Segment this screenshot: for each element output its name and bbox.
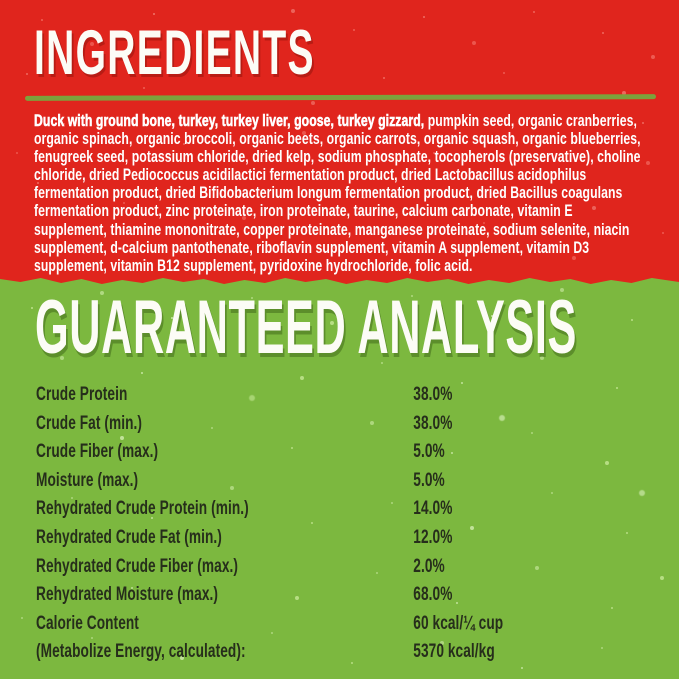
analysis-row: Rehydrated Crude Fiber (max.) 2.0% (36, 553, 670, 582)
analysis-row-value: 38.0% (413, 412, 453, 434)
analysis-row: Rehydrated Crude Protein (min.) 14.0% (36, 495, 670, 524)
analysis-title: GUARANTEED ANALYSIS (35, 285, 577, 370)
analysis-row: (Metabolize Energy, calculated): 5370 kca… (36, 638, 670, 667)
ingredients-body: pumpkin seed, organic cranberries, organ… (34, 111, 641, 275)
analysis-row-value: 5.0% (413, 469, 445, 491)
analysis-row-value: 12.0% (413, 526, 453, 548)
analysis-row-value: 5370 kcal/kg (413, 641, 495, 663)
analysis-row: Crude Protein 38.0% (36, 381, 670, 410)
analysis-row: Rehydrated Crude Fat (min.) 12.0% (36, 524, 670, 553)
analysis-row-label: (Metabolize Energy, calculated): (36, 641, 246, 663)
analysis-row-label: Calorie Content (36, 612, 139, 634)
analysis-row-value: 38.0% (413, 384, 453, 405)
divider-line (24, 94, 657, 101)
analysis-row: Rehydrated Moisture (max.) 68.0% (36, 581, 670, 610)
analysis-row-value: 60 kcal/¼ cup (413, 612, 504, 634)
analysis-row-label: Rehydrated Crude Protein (min.) (36, 498, 249, 520)
analysis-row-label: Rehydrated Moisture (max.) (36, 584, 219, 606)
ingredients-lead-bold: Duck with ground bone, turkey, turkey li… (34, 111, 425, 130)
analysis-row: Crude Fiber (max.) 5.0% (36, 438, 670, 467)
analysis-row-value: 68.0% (413, 584, 453, 606)
analysis-row: Calorie Content 60 kcal/¼ cup (36, 610, 670, 639)
analysis-row-label: Rehydrated Crude Fat (min.) (36, 526, 222, 548)
analysis-row-value: 2.0% (413, 555, 445, 577)
analysis-row-label: Rehydrated Crude Fiber (max.) (36, 555, 239, 577)
analysis-row-label: Moisture (max.) (36, 469, 139, 491)
analysis-table: Crude Protein 38.0% Crude Fat (min.) 38.0% C… (36, 381, 670, 667)
analysis-section: GUARANTEED ANALYSIS Crude Protein 38.0% Cr… (0, 278, 679, 679)
analysis-row: Moisture (max.) 5.0% (36, 467, 670, 496)
ingredients-text: Duck with ground bone, turkey, turkey li… (34, 111, 647, 275)
red-speckle-texture (0, 0, 4, 4)
analysis-row-value: 14.0% (413, 498, 453, 520)
analysis-row: Crude Fat (min.) 38.0% (36, 410, 670, 439)
analysis-row-value: 5.0% (413, 441, 445, 463)
ingredients-section: INGREDIENTS Duck with ground bone, turke… (0, 0, 679, 290)
analysis-row-label: Crude Fiber (max.) (36, 441, 159, 463)
analysis-row-label: Crude Protein (36, 384, 128, 405)
analysis-row-label: Crude Fat (min.) (36, 412, 143, 434)
ingredients-title: INGREDIENTS (34, 17, 315, 89)
